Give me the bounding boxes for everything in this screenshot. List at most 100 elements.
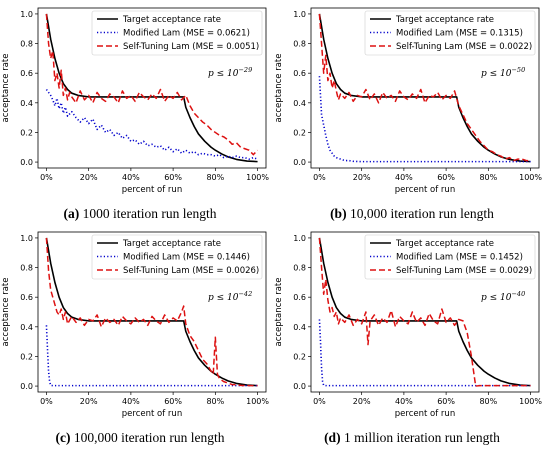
legend-label: Self-Tuning Lam (MSE = 0.0022) <box>396 42 532 52</box>
x-tick-label: 20% <box>353 397 371 406</box>
y-axis-label: acceptance rate <box>274 54 284 123</box>
x-tick-label: 60% <box>437 397 455 406</box>
legend-label: Self-Tuning Lam (MSE = 0.0051) <box>123 42 259 52</box>
caption-text: 100,000 iteration run length <box>74 430 225 445</box>
p-value-annotation: p ≤ 10−40 <box>481 290 525 303</box>
series-group <box>318 237 531 387</box>
panel-caption: (d) 1 million iteration run length <box>324 430 500 445</box>
x-tick-label: 100% <box>519 173 542 182</box>
p-value-exponent: −40 <box>511 290 525 298</box>
y-tick-label: 0.6 <box>293 293 306 302</box>
y-tick-label: 0.8 <box>20 40 33 49</box>
y-tick-label: 1.0 <box>20 234 33 243</box>
x-tick-label: 80% <box>206 173 224 182</box>
legend-box <box>91 234 263 280</box>
caption-label: (d) <box>324 430 344 445</box>
caption-label: (a) <box>64 206 83 221</box>
p-value-exponent: −50 <box>511 66 525 74</box>
caption-label: (c) <box>55 430 73 445</box>
legend-label: Modified Lam (MSE = 0.1452) <box>396 253 523 263</box>
legend-label: Self-Tuning Lam (MSE = 0.0026) <box>123 266 259 276</box>
panel-caption: (a) 1000 iteration run length <box>64 206 217 221</box>
caption-text: 1 million iteration run length <box>344 430 500 445</box>
p-value-exponent: −42 <box>238 290 252 298</box>
y-tick-label: 1.0 <box>293 234 306 243</box>
caption-label: (b) <box>330 206 350 221</box>
y-tick-label: 0.4 <box>20 323 33 332</box>
p-value-base: p ≤ 10 <box>208 69 239 79</box>
series-line-dotted <box>45 325 258 387</box>
y-tick-label: 0.4 <box>20 99 33 108</box>
legend-box <box>91 10 263 56</box>
y-tick-label: 0.0 <box>20 382 33 391</box>
x-tick-label: 80% <box>479 173 497 182</box>
series-line-solid <box>45 13 258 163</box>
x-tick-label: 80% <box>479 397 497 406</box>
x-tick-label: 0% <box>313 397 326 406</box>
panel-caption: (c) 100,000 iteration run length <box>55 430 224 445</box>
x-axis-label: percent of run <box>395 409 455 419</box>
y-tick-label: 0.2 <box>20 128 33 137</box>
x-tick-label: 20% <box>353 173 371 182</box>
y-tick-label: 1.0 <box>20 10 33 19</box>
x-tick-label: 0% <box>40 397 53 406</box>
x-tick-label: 100% <box>246 173 269 182</box>
y-tick-label: 0.8 <box>293 264 306 273</box>
chart-panel-3: 0% 20% 40% 60% 80% 100% 0.0 0.2 0.4 0.6 0.8 1.0 perc… <box>1 231 269 445</box>
legend-label: Target acceptance rate <box>395 239 494 249</box>
legend: Target acceptance rate Modified Lam (MSE … <box>91 10 263 56</box>
y-tick-label: 0.2 <box>20 352 33 361</box>
series-line-dashed <box>45 13 259 156</box>
caption-text: 10,000 iteration run length <box>350 206 494 221</box>
y-axis-label: acceptance rate <box>1 278 11 347</box>
x-tick-label: 40% <box>395 173 413 182</box>
x-tick-label: 60% <box>164 173 182 182</box>
x-tick-label: 40% <box>122 397 140 406</box>
y-axis-label: acceptance rate <box>274 278 284 347</box>
series-line-dotted <box>318 76 531 163</box>
x-tick-label: 20% <box>80 397 98 406</box>
series-line-dashed <box>318 237 531 387</box>
chart-panel-1: 0% 20% 40% 60% 80% 100% 0.0 0.2 0.4 0.6 0.8 1.0 perc… <box>1 7 269 221</box>
y-tick-label: 0.8 <box>293 40 306 49</box>
x-tick-label: 80% <box>206 397 224 406</box>
legend: Target acceptance rate Modified Lam (MSE … <box>91 234 263 280</box>
x-tick-label: 60% <box>164 397 182 406</box>
y-tick-label: 0.2 <box>293 352 306 361</box>
p-value-annotation: p ≤ 10−50 <box>481 66 525 79</box>
y-tick-label: 0.8 <box>20 264 33 273</box>
y-tick-label: 0.6 <box>20 69 33 78</box>
series-group <box>45 237 258 387</box>
x-axis-label: percent of run <box>122 409 182 419</box>
caption-text: 1000 iteration run length <box>83 206 217 221</box>
y-tick-label: 0.4 <box>293 323 306 332</box>
y-tick-label: 0.4 <box>293 99 306 108</box>
y-tick-label: 0.6 <box>20 293 33 302</box>
x-tick-label: 0% <box>313 173 326 182</box>
series-group <box>45 13 259 163</box>
series-line-dashed <box>45 237 258 387</box>
series-line-solid <box>318 13 531 163</box>
legend-box <box>364 234 536 280</box>
x-tick-label: 40% <box>395 397 413 406</box>
x-tick-label: 0% <box>40 173 53 182</box>
legend: Target acceptance rate Modified Lam (MSE … <box>364 234 536 280</box>
chart-panel-2: 0% 20% 40% 60% 80% 100% 0.0 0.2 0.4 0.6 0.8 1.0 perc… <box>274 7 542 221</box>
legend-label: Modified Lam (MSE = 0.0621) <box>123 29 250 39</box>
legend-label: Self-Tuning Lam (MSE = 0.0029) <box>396 266 532 276</box>
series-line-dotted <box>318 319 531 387</box>
x-tick-label: 40% <box>122 173 140 182</box>
legend-label: Target acceptance rate <box>122 15 221 25</box>
p-value-base: p ≤ 10 <box>208 293 239 303</box>
legend-label: Target acceptance rate <box>122 239 221 249</box>
y-tick-label: 0.0 <box>293 158 306 167</box>
y-tick-label: 0.0 <box>20 158 33 167</box>
legend-label: Target acceptance rate <box>395 15 494 25</box>
series-group <box>318 13 531 163</box>
series-line-solid <box>318 237 531 387</box>
x-tick-label: 100% <box>519 397 542 406</box>
y-axis-label: acceptance rate <box>1 54 11 123</box>
y-tick-label: 0.0 <box>293 382 306 391</box>
x-axis-label: percent of run <box>122 185 182 195</box>
